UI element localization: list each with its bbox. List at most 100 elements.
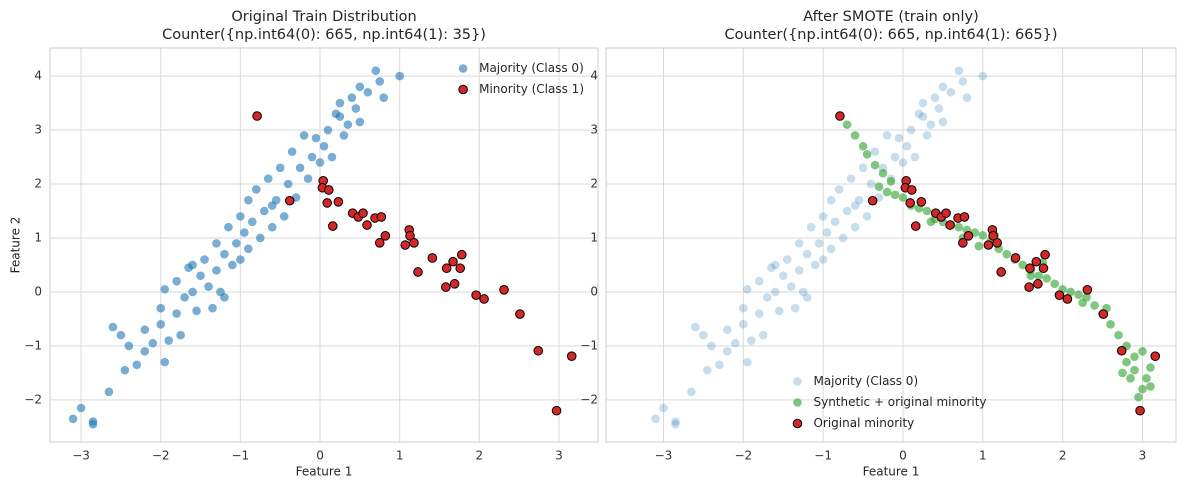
point: [854, 195, 864, 205]
point: [1126, 374, 1135, 383]
x-tick-label: 3: [1139, 449, 1147, 463]
point: [770, 287, 780, 297]
point: [963, 231, 974, 241]
point: [188, 287, 197, 297]
point: [279, 212, 289, 221]
point: [898, 193, 908, 202]
point: [1024, 282, 1034, 292]
point: [822, 228, 832, 237]
point: [1026, 271, 1036, 281]
point: [319, 141, 329, 151]
point: [715, 360, 724, 370]
point: [212, 266, 221, 275]
point: [1018, 260, 1028, 270]
point: [703, 365, 712, 375]
point: [858, 141, 868, 151]
y-tick-label: 1: [34, 230, 42, 244]
point: [890, 152, 900, 162]
x-tick-label: 2: [1059, 449, 1067, 463]
point: [287, 147, 297, 156]
axes-frame: [49, 47, 599, 443]
x-tick-label: 1: [396, 449, 404, 463]
point: [533, 345, 544, 356]
point: [754, 309, 764, 318]
y-tick-label: −1: [24, 338, 42, 352]
point: [858, 163, 868, 173]
point: [566, 351, 577, 361]
point: [1130, 352, 1139, 362]
point: [826, 195, 836, 205]
point: [806, 222, 816, 232]
point: [962, 93, 972, 102]
point: [267, 201, 277, 210]
point: [236, 255, 245, 264]
point: [862, 150, 872, 159]
point: [882, 131, 892, 140]
point: [551, 405, 562, 416]
point: [1130, 365, 1139, 375]
x-tick-label: 3: [555, 449, 563, 463]
point: [834, 185, 844, 194]
point: [323, 185, 334, 195]
y-tick-label: 3: [590, 123, 598, 137]
x-tick-label: 1: [979, 449, 987, 463]
point: [846, 174, 856, 183]
point: [200, 255, 209, 264]
point: [946, 87, 956, 97]
point: [251, 185, 261, 194]
point: [918, 112, 928, 121]
point: [687, 387, 696, 397]
point: [120, 365, 130, 375]
point: [323, 125, 333, 135]
point: [1010, 253, 1021, 263]
point: [1118, 368, 1127, 378]
x-tick-label: −1: [232, 449, 250, 463]
point: [850, 131, 860, 140]
point: [978, 71, 988, 81]
point: [228, 260, 237, 270]
y-tick-label: 0: [34, 284, 42, 298]
point: [267, 222, 277, 232]
point: [315, 158, 325, 167]
point: [818, 255, 828, 264]
legend: Majority (Class 0) Minority (Class 1): [458, 61, 584, 96]
point: [766, 263, 776, 272]
point: [916, 197, 927, 207]
point: [240, 228, 249, 237]
point: [160, 284, 169, 294]
point: [1038, 263, 1049, 274]
point: [1031, 256, 1042, 267]
point: [275, 163, 285, 173]
point: [918, 98, 928, 108]
point: [938, 117, 948, 127]
point: [172, 309, 181, 318]
point: [906, 125, 916, 135]
chart-subtitle: Counter({np.int64(0): 665, np.int64(1): …: [162, 27, 486, 43]
point: [116, 330, 126, 340]
point: [456, 249, 467, 260]
x-tick-label: 2: [475, 449, 483, 463]
point: [782, 255, 792, 264]
point: [140, 347, 150, 356]
x-tick-label: −3: [655, 449, 673, 463]
point: [311, 133, 321, 143]
point: [327, 152, 337, 162]
legend-marker: [792, 418, 803, 429]
chart-subtitle: Counter({np.int64(0): 665, np.int64(1): …: [724, 27, 1057, 43]
point: [374, 238, 385, 248]
point: [794, 266, 804, 275]
point: [723, 325, 732, 335]
point: [1033, 279, 1043, 289]
point: [347, 93, 357, 102]
y-tick-label: −2: [24, 392, 42, 406]
point: [902, 141, 912, 151]
point: [814, 239, 824, 248]
point: [224, 222, 233, 232]
point: [335, 112, 345, 121]
point: [996, 267, 1006, 277]
point: [941, 208, 951, 218]
point: [400, 240, 411, 250]
point: [707, 341, 716, 351]
legend-label: Minority (Class 1): [479, 82, 584, 96]
point: [244, 244, 253, 254]
